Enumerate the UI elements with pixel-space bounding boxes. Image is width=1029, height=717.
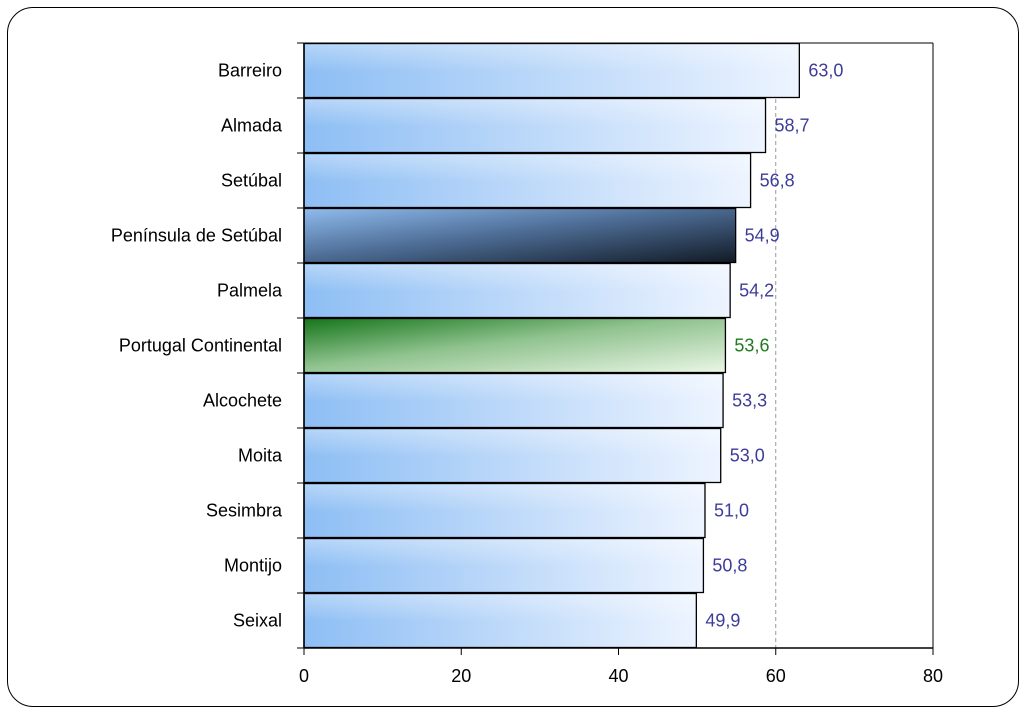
value-label: 53,6 bbox=[734, 336, 769, 356]
bar bbox=[303, 317, 727, 374]
category-label: Península de Setúbal bbox=[111, 226, 282, 246]
bar-highlight bbox=[305, 264, 730, 292]
bar-highlight bbox=[305, 539, 703, 567]
bar-highlight bbox=[305, 99, 765, 127]
x-tick-label: 20 bbox=[451, 666, 471, 686]
bar bbox=[303, 207, 737, 264]
value-label: 63,0 bbox=[808, 61, 843, 81]
bar-highlight bbox=[305, 44, 799, 72]
bar-highlight bbox=[305, 154, 750, 182]
value-label: 53,3 bbox=[732, 391, 767, 411]
value-label: 53,0 bbox=[730, 446, 765, 466]
category-label: Moita bbox=[238, 446, 283, 466]
bar-highlight bbox=[305, 429, 720, 457]
category-label: Montijo bbox=[224, 556, 282, 576]
value-label: 56,8 bbox=[760, 171, 795, 191]
category-label: Seixal bbox=[233, 611, 282, 631]
plot-area: Barreiro 63,0 Almada 58,7 Setúbal 56,8 Penínsu… bbox=[111, 42, 943, 686]
value-label: 54,2 bbox=[739, 281, 774, 301]
x-tick-label: 0 bbox=[299, 666, 309, 686]
x-tick-label: 40 bbox=[608, 666, 628, 686]
x-tick-label: 80 bbox=[923, 666, 943, 686]
category-label: Palmela bbox=[217, 281, 283, 301]
category-label: Sesimbra bbox=[206, 501, 283, 521]
value-label: 58,7 bbox=[775, 116, 810, 136]
value-label: 51,0 bbox=[714, 501, 749, 521]
value-label: 50,8 bbox=[712, 556, 747, 576]
category-label: Almada bbox=[221, 116, 283, 136]
category-label: Setúbal bbox=[221, 171, 282, 191]
x-tick-label: 60 bbox=[766, 666, 786, 686]
category-label: Barreiro bbox=[218, 61, 282, 81]
value-label: 54,9 bbox=[745, 226, 780, 246]
value-label: 49,9 bbox=[705, 611, 740, 631]
bar-highlight bbox=[305, 374, 723, 402]
bar-highlight bbox=[305, 484, 704, 512]
category-label: Alcochete bbox=[203, 391, 282, 411]
bar-highlight bbox=[305, 594, 696, 622]
category-label: Portugal Continental bbox=[119, 336, 282, 356]
